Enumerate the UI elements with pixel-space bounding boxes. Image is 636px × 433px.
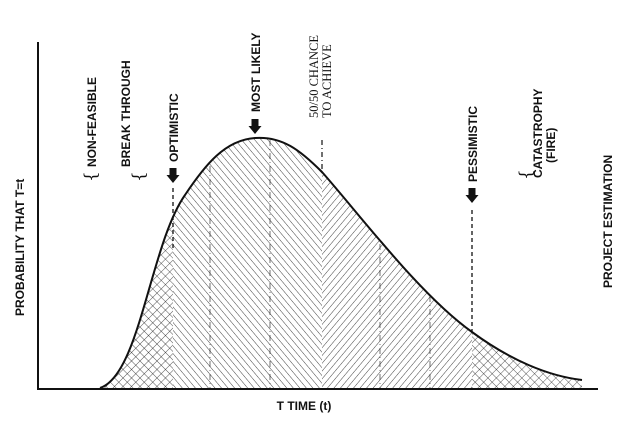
diagonal-falling-region (322, 137, 472, 388)
catastrophy-brace-icon: { (516, 169, 536, 180)
diagonal-rising-region (173, 137, 322, 388)
fifty-fifty-label-line2: TO ACHIEVE (320, 44, 334, 118)
break-through-label: BREAK THROUGH (119, 60, 133, 167)
probability-curve (99, 136, 583, 389)
most-likely-label: MOST LIKELY (249, 32, 263, 112)
non-feasible-label: NON-FEASIBLE (85, 77, 99, 167)
crosshatch-right-region (472, 137, 582, 388)
fifty-fifty-label-line1: 50/50 CHANCE (307, 35, 321, 118)
crosshatch-left-region (100, 137, 173, 388)
catastrophy-label-line1: CATASTROPHY (531, 88, 545, 178)
project-estimation-title: PROJECT ESTIMATION (601, 155, 615, 288)
non-feasible-brace-icon: { (81, 171, 101, 182)
pessimistic-arrow-icon (465, 188, 479, 203)
y-axis-label: PROBABILITY THAT T=t (13, 179, 27, 316)
catastrophy-label-line2: (FIRE) (544, 128, 558, 163)
optimistic-label: OPTIMISTIC (167, 93, 181, 162)
break-through-brace-icon: { (129, 171, 149, 182)
pessimistic-label: PESSIMISTIC (466, 106, 480, 182)
x-axis-label: T TIME (t) (277, 399, 332, 413)
most-likely-arrow-icon (248, 119, 262, 134)
optimistic-arrow-icon (166, 168, 180, 183)
